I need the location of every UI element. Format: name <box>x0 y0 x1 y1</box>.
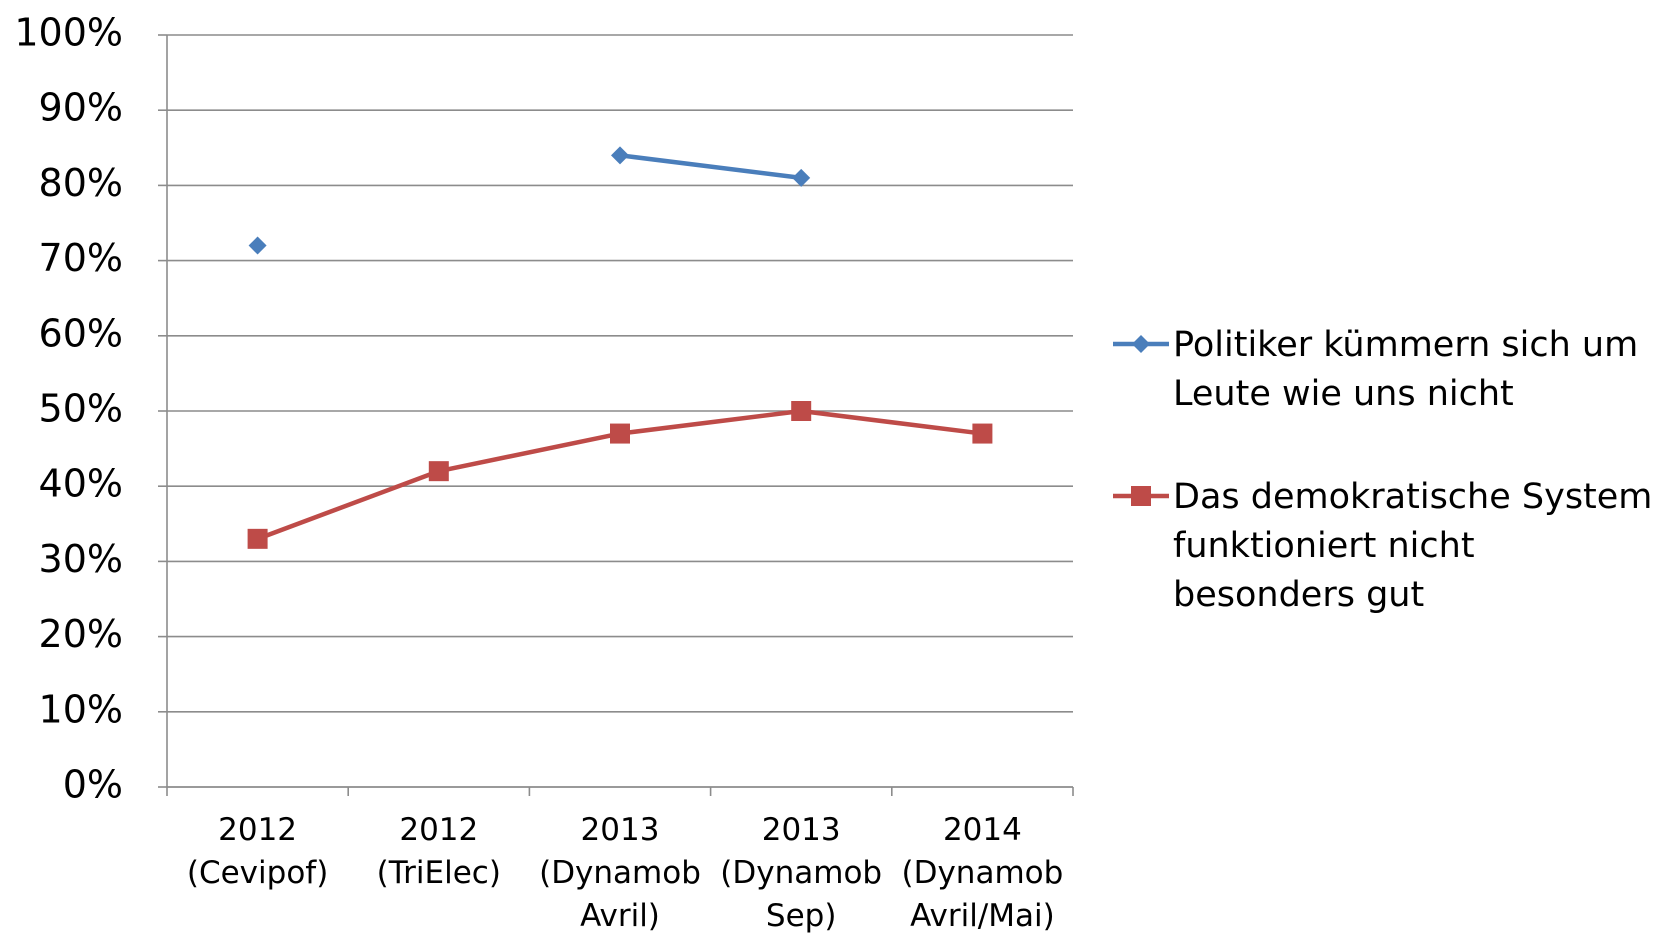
marker <box>792 168 811 187</box>
y-tick-label: 100% <box>14 11 123 55</box>
marker <box>791 401 812 421</box>
y-tick-label: 10% <box>39 687 123 731</box>
marker <box>428 461 449 482</box>
y-tick-label: 60% <box>39 311 123 355</box>
y-tick-label: 90% <box>39 86 123 130</box>
x-tick-label: 2012 (TriElec) <box>377 812 501 891</box>
legend-label: Politiker kümmern sich um Leute wie uns n… <box>1173 325 1638 414</box>
y-tick-label: 20% <box>39 612 123 656</box>
y-tick-label: 0% <box>63 763 123 807</box>
x-tick-label: 2013 (Dynamob Avril) <box>539 812 701 934</box>
y-tick-label: 30% <box>39 537 123 581</box>
y-tick-label: 80% <box>39 161 123 205</box>
marker <box>1132 335 1150 353</box>
marker <box>611 146 629 165</box>
legend-label: Das demokratische System funktioniert nic… <box>1173 477 1652 615</box>
y-tick-label: 40% <box>39 462 123 506</box>
marker <box>610 423 630 444</box>
y-tick-label: 70% <box>39 236 123 280</box>
marker <box>248 236 267 255</box>
x-tick-label: 2014 (Dynamob Avril/Mai) <box>902 812 1064 934</box>
x-tick-label: 2012 (Cevipof) <box>187 812 328 891</box>
marker <box>972 423 993 444</box>
series-line <box>619 153 802 181</box>
y-tick-label: 50% <box>39 387 123 431</box>
marker <box>1131 486 1151 506</box>
marker <box>247 528 268 549</box>
x-tick-label: 2013 (Dynamob Sep) <box>720 812 882 934</box>
